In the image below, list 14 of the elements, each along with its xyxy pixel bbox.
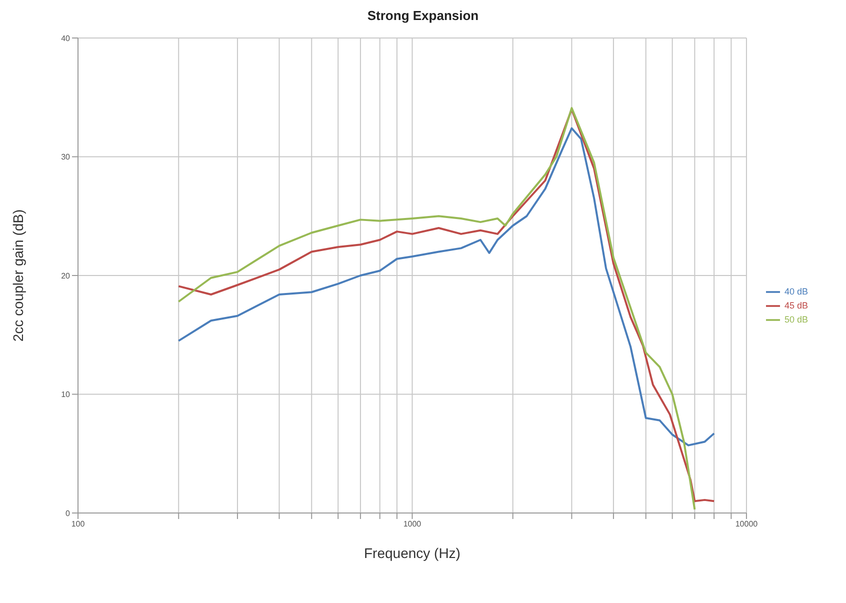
x-tick-label: 1000 bbox=[403, 520, 422, 529]
y-tick-label: 40 bbox=[61, 34, 71, 43]
y-tick-label: 0 bbox=[66, 508, 71, 518]
legend-label: 50 dB bbox=[784, 314, 808, 324]
x-tick-label: 10000 bbox=[735, 520, 758, 529]
legend-label: 40 dB bbox=[784, 286, 808, 296]
y-tick-label: 30 bbox=[61, 152, 71, 162]
x-axis-title: Frequency (Hz) bbox=[364, 545, 460, 561]
legend-label: 45 dB bbox=[784, 300, 808, 310]
x-tick-label: 100 bbox=[71, 520, 86, 529]
chart-title: Strong Expansion bbox=[366, 8, 480, 23]
y-axis-title: 2cc coupler gain (dB) bbox=[10, 209, 26, 342]
y-tick-label: 20 bbox=[61, 271, 71, 280]
y-tick-label: 10 bbox=[61, 390, 71, 400]
